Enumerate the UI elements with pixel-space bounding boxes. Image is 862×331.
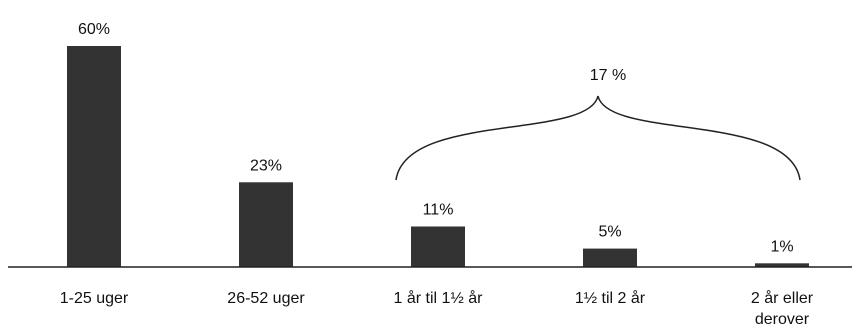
- value-label-1: 60%: [78, 21, 110, 38]
- value-label-3: 11%: [423, 201, 454, 218]
- value-labels-group: 60% 23% 11% 5% 1%: [78, 21, 794, 255]
- value-label-2: 23%: [250, 157, 282, 174]
- group-brace: [395, 95, 801, 181]
- category-label-2: 26-52 uger: [227, 290, 305, 307]
- bars-group: [67, 46, 809, 267]
- bar-4: [583, 248, 637, 267]
- value-label-4: 5%: [598, 224, 621, 241]
- category-label-5-line-1: 2 år eller: [751, 289, 814, 307]
- bar-5: [755, 263, 809, 267]
- bar-3: [411, 226, 465, 267]
- group-brace-label: 17 %: [590, 67, 626, 84]
- category-label-1: 1-25 uger: [60, 290, 129, 307]
- bar-1: [67, 46, 121, 267]
- category-label-5-line-2: derover: [755, 311, 810, 328]
- category-labels-group: 1-25 uger 26-52 uger 1 år til 1½ år 1½ til …: [60, 289, 814, 328]
- value-label-5: 1%: [770, 238, 793, 255]
- category-label-4: 1½ til 2 år: [575, 289, 646, 307]
- category-label-3: 1 år til 1½ år: [394, 289, 484, 307]
- bar-2: [239, 182, 293, 267]
